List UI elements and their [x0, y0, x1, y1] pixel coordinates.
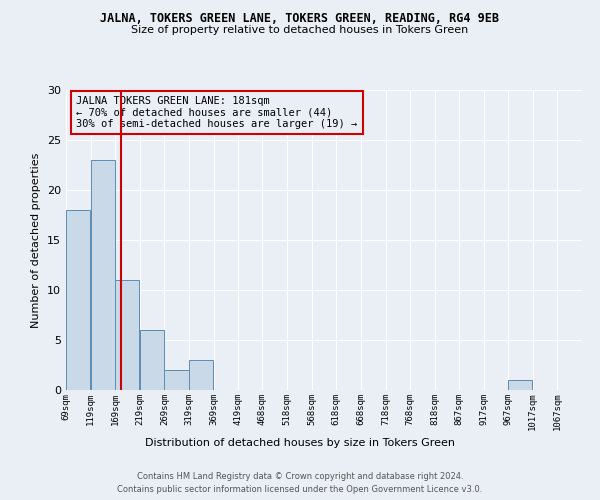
Bar [66, 210, 90, 390]
Y-axis label: Number of detached properties: Number of detached properties [31, 152, 41, 328]
Text: Size of property relative to detached houses in Tokers Green: Size of property relative to detached ho… [131, 25, 469, 35]
Bar [164, 370, 188, 390]
Bar [508, 380, 532, 390]
Text: JALNA TOKERS GREEN LANE: 181sqm
← 70% of detached houses are smaller (44)
30% of: JALNA TOKERS GREEN LANE: 181sqm ← 70% of… [76, 96, 358, 129]
Bar [115, 280, 139, 390]
Text: Contains public sector information licensed under the Open Government Licence v3: Contains public sector information licen… [118, 485, 482, 494]
Bar [91, 160, 115, 390]
Text: JALNA, TOKERS GREEN LANE, TOKERS GREEN, READING, RG4 9EB: JALNA, TOKERS GREEN LANE, TOKERS GREEN, … [101, 12, 499, 26]
Text: Contains HM Land Registry data © Crown copyright and database right 2024.: Contains HM Land Registry data © Crown c… [137, 472, 463, 481]
Text: Distribution of detached houses by size in Tokers Green: Distribution of detached houses by size … [145, 438, 455, 448]
Bar [189, 360, 213, 390]
Bar [140, 330, 164, 390]
